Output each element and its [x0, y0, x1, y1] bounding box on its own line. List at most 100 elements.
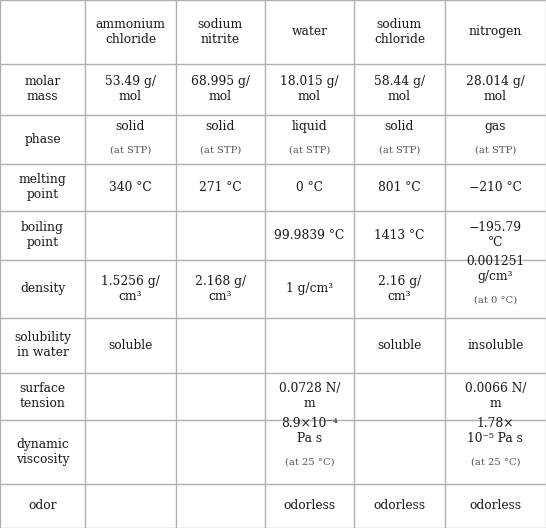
- Bar: [176, 373, 265, 420]
- Bar: [265, 420, 354, 484]
- Bar: [445, 373, 546, 420]
- Bar: [354, 0, 445, 64]
- Text: ammonium
chloride: ammonium chloride: [96, 18, 165, 46]
- Bar: [0, 115, 85, 164]
- Text: 8.9×10⁻⁴
Pa s: 8.9×10⁻⁴ Pa s: [281, 417, 338, 445]
- Text: 58.44 g/
mol: 58.44 g/ mol: [374, 76, 425, 103]
- Text: 1.78×
10⁻⁵ Pa s: 1.78× 10⁻⁵ Pa s: [467, 417, 524, 445]
- Text: dynamic
viscosity: dynamic viscosity: [16, 438, 69, 466]
- Bar: [445, 318, 546, 373]
- Bar: [0, 0, 85, 64]
- Text: 0.001251
g/cm³: 0.001251 g/cm³: [466, 254, 525, 282]
- Bar: [0, 420, 85, 484]
- Bar: [445, 0, 546, 64]
- Text: 801 °C: 801 °C: [378, 181, 421, 194]
- Bar: [0, 484, 85, 528]
- Bar: [85, 164, 176, 211]
- Bar: [354, 164, 445, 211]
- Bar: [85, 373, 176, 420]
- Bar: [0, 211, 85, 260]
- Bar: [354, 318, 445, 373]
- Text: sodium
chloride: sodium chloride: [374, 18, 425, 46]
- Text: solid: solid: [385, 120, 414, 133]
- Bar: [0, 164, 85, 211]
- Bar: [176, 115, 265, 164]
- Bar: [265, 260, 354, 318]
- Bar: [0, 318, 85, 373]
- Bar: [85, 211, 176, 260]
- Bar: [176, 164, 265, 211]
- Bar: [445, 420, 546, 484]
- Text: odorless: odorless: [470, 499, 521, 512]
- Bar: [265, 0, 354, 64]
- Text: odor: odor: [28, 499, 57, 512]
- Text: (at STP): (at STP): [379, 146, 420, 155]
- Bar: [265, 211, 354, 260]
- Text: 53.49 g/
mol: 53.49 g/ mol: [105, 76, 156, 103]
- Text: melting
point: melting point: [19, 173, 67, 201]
- Text: gas: gas: [485, 120, 506, 133]
- Text: 1 g/cm³: 1 g/cm³: [286, 282, 333, 296]
- Text: water: water: [292, 25, 328, 39]
- Bar: [445, 115, 546, 164]
- Text: 340 °C: 340 °C: [109, 181, 152, 194]
- Bar: [265, 484, 354, 528]
- Text: 2.168 g/
cm³: 2.168 g/ cm³: [195, 275, 246, 303]
- Text: 0.0066 N/
m: 0.0066 N/ m: [465, 382, 526, 410]
- Text: −195.79
°C: −195.79 °C: [469, 221, 522, 249]
- Bar: [176, 0, 265, 64]
- Text: insoluble: insoluble: [467, 339, 524, 352]
- Text: liquid: liquid: [292, 120, 327, 133]
- Bar: [445, 164, 546, 211]
- Text: 0 °C: 0 °C: [296, 181, 323, 194]
- Bar: [0, 373, 85, 420]
- Text: (at 25 °C): (at 25 °C): [471, 458, 520, 467]
- Bar: [176, 260, 265, 318]
- Bar: [445, 211, 546, 260]
- Text: soluble: soluble: [108, 339, 153, 352]
- Text: 2.16 g/
cm³: 2.16 g/ cm³: [378, 275, 421, 303]
- Text: 271 °C: 271 °C: [199, 181, 242, 194]
- Text: (at 25 °C): (at 25 °C): [284, 458, 334, 467]
- Text: density: density: [20, 282, 65, 296]
- Text: nitrogen: nitrogen: [468, 25, 522, 39]
- Bar: [354, 420, 445, 484]
- Text: odorless: odorless: [373, 499, 425, 512]
- Bar: [85, 260, 176, 318]
- Bar: [176, 64, 265, 115]
- Bar: [265, 373, 354, 420]
- Bar: [85, 115, 176, 164]
- Text: solid: solid: [206, 120, 235, 133]
- Text: boiling
point: boiling point: [21, 221, 64, 249]
- Bar: [354, 211, 445, 260]
- Bar: [85, 484, 176, 528]
- Bar: [265, 164, 354, 211]
- Bar: [445, 64, 546, 115]
- Bar: [176, 420, 265, 484]
- Text: odorless: odorless: [283, 499, 336, 512]
- Text: (at 0 °C): (at 0 °C): [474, 295, 517, 304]
- Text: (at STP): (at STP): [110, 146, 151, 155]
- Bar: [354, 373, 445, 420]
- Bar: [354, 64, 445, 115]
- Bar: [85, 64, 176, 115]
- Bar: [354, 484, 445, 528]
- Bar: [354, 115, 445, 164]
- Text: 99.9839 °C: 99.9839 °C: [275, 229, 345, 242]
- Bar: [265, 64, 354, 115]
- Bar: [445, 484, 546, 528]
- Text: 1413 °C: 1413 °C: [374, 229, 425, 242]
- Bar: [176, 318, 265, 373]
- Text: surface
tension: surface tension: [20, 382, 66, 410]
- Text: molar
mass: molar mass: [25, 76, 61, 103]
- Text: 1.5256 g/
cm³: 1.5256 g/ cm³: [101, 275, 160, 303]
- Bar: [176, 484, 265, 528]
- Text: phase: phase: [24, 133, 61, 146]
- Text: 28.014 g/
mol: 28.014 g/ mol: [466, 76, 525, 103]
- Text: soluble: soluble: [377, 339, 422, 352]
- Text: sodium
nitrite: sodium nitrite: [198, 18, 243, 46]
- Bar: [85, 0, 176, 64]
- Bar: [265, 318, 354, 373]
- Text: 18.015 g/
mol: 18.015 g/ mol: [280, 76, 339, 103]
- Bar: [265, 115, 354, 164]
